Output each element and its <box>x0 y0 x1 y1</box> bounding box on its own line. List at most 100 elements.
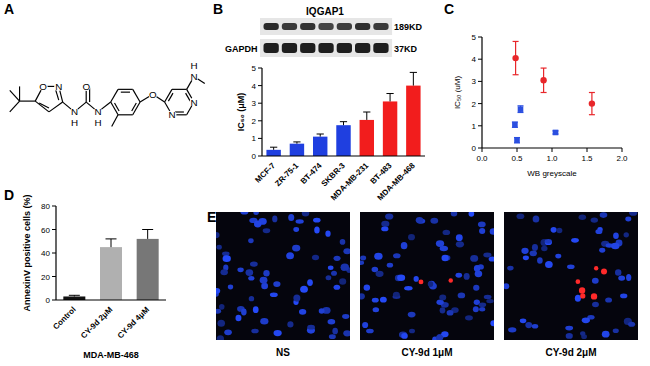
nucleus <box>253 212 259 215</box>
blot-band <box>373 23 388 30</box>
apoptotic-signal <box>579 287 585 293</box>
error-cap <box>363 112 370 113</box>
nucleus <box>479 303 487 308</box>
bond <box>10 101 20 112</box>
nucleus <box>566 333 573 339</box>
point <box>514 137 520 143</box>
nucleus <box>409 329 415 334</box>
nucleus <box>340 239 346 245</box>
nucleus <box>401 333 408 339</box>
error-bar <box>513 41 519 74</box>
nucleus <box>224 329 232 335</box>
nucleus <box>436 300 443 306</box>
nucleus <box>329 334 336 339</box>
nucleus <box>220 269 227 275</box>
bar-chart: 012345MCF-7ZR-75-1BT-474SKBR-3MDA-MB-231… <box>236 64 425 202</box>
apoptotic-signal <box>580 293 585 298</box>
bond <box>35 101 49 112</box>
y-axis-label: IC₅₀ (μM) <box>236 93 246 132</box>
nucleus <box>235 315 241 322</box>
nucleus <box>599 248 605 253</box>
y-tick-label: 2 <box>472 100 477 109</box>
error-cap <box>340 121 347 122</box>
fluorescence-image: NS <box>213 209 352 358</box>
y-tick <box>478 103 482 104</box>
nucleus <box>436 240 444 247</box>
nucleus <box>326 275 332 280</box>
y-axis-label: AnnexinV positive cells (%) <box>22 194 32 311</box>
nucleus <box>479 307 485 312</box>
y-tick-label: 3 <box>252 99 257 108</box>
y-tick-label: 0 <box>46 296 51 305</box>
nucleus <box>628 322 635 327</box>
y-tick-label: 4 <box>252 82 257 91</box>
nucleus <box>541 246 547 251</box>
band-size: 37KD <box>394 44 418 54</box>
error-bar <box>589 93 595 115</box>
y-tick <box>52 253 56 254</box>
nucleus <box>490 228 494 235</box>
y-tick-label: 60 <box>41 226 50 235</box>
nucleus <box>260 277 268 284</box>
atom-label: H <box>190 60 197 71</box>
nucleus <box>223 255 231 262</box>
marks <box>512 41 595 143</box>
error-cap <box>410 72 417 73</box>
nucleus <box>319 308 325 313</box>
error-bar <box>518 106 524 113</box>
image-label: NS <box>276 347 290 358</box>
nucleus <box>328 319 336 324</box>
error-cap <box>541 92 547 93</box>
panel-label: B <box>213 1 223 17</box>
error-stem <box>413 72 414 85</box>
marks <box>266 72 420 156</box>
nucleus <box>248 238 254 243</box>
bond <box>49 102 63 112</box>
nucleus <box>314 227 320 234</box>
bar <box>336 125 350 156</box>
error-bar <box>410 72 417 85</box>
nucleus <box>217 335 224 340</box>
nucleus <box>300 286 308 293</box>
nucleus <box>246 269 254 276</box>
nucleus <box>273 330 281 336</box>
blot-band <box>300 23 315 30</box>
bar <box>406 86 420 156</box>
y-tick <box>478 81 482 82</box>
nucleus <box>381 221 389 227</box>
error-cap <box>589 92 595 93</box>
nucleus <box>523 255 529 260</box>
image-label: CY-9d 2μM <box>545 347 596 358</box>
nucleus <box>537 257 543 264</box>
error-bar <box>317 134 324 137</box>
y-tick <box>52 206 56 207</box>
y-axis-label: IC₅₀ (uM) <box>453 76 462 110</box>
error-bar <box>363 112 370 120</box>
x-tick <box>587 148 588 152</box>
nucleus <box>228 285 233 290</box>
nucleus <box>307 279 313 286</box>
nucleus <box>260 318 268 324</box>
bond <box>19 86 20 101</box>
apoptotic-signal <box>601 268 607 274</box>
x-tick <box>517 148 518 152</box>
x-tick-label: MDA-MB-468 <box>376 161 418 203</box>
nucleus <box>571 238 579 243</box>
nucleus <box>332 328 338 335</box>
nucleus <box>241 309 247 316</box>
blot-band <box>264 23 279 30</box>
nucleus <box>626 274 631 281</box>
x-tick <box>482 148 483 152</box>
nucleus <box>592 278 599 284</box>
x-tick-label: 0.5 <box>511 154 523 163</box>
nucleus <box>602 331 610 338</box>
nucleus <box>440 307 446 313</box>
x-tick-label: 1.5 <box>581 154 593 163</box>
error-bar <box>293 142 300 144</box>
nucleus <box>374 253 382 260</box>
nucleus <box>342 314 349 319</box>
nucleus <box>464 273 470 280</box>
error-cap <box>386 93 393 94</box>
nucleus <box>456 234 463 241</box>
y-tick-label: 20 <box>41 273 50 282</box>
